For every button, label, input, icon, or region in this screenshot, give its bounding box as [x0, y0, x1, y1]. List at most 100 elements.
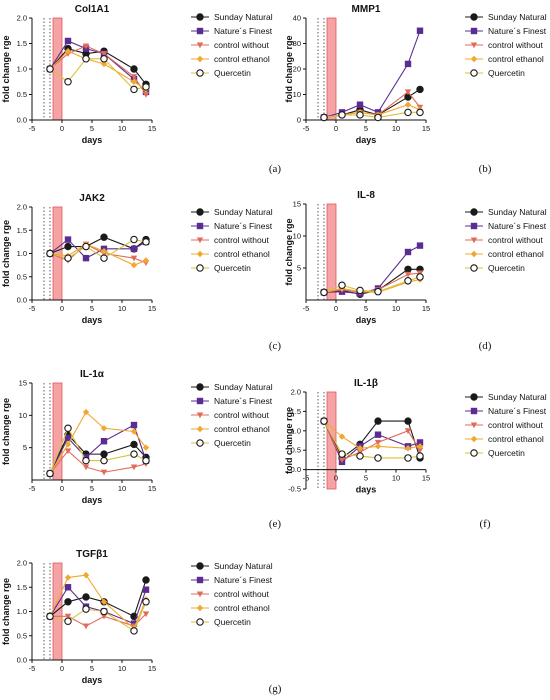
legend-marker	[196, 208, 204, 216]
x-axis-label: days	[356, 315, 377, 325]
legend-label: control ethanol	[214, 54, 270, 64]
data-point	[46, 612, 54, 621]
chart-panel: -5 0 5 10 15 0.0 0.5 1.0 1.5 2.0 Col1A1 days fold ch…	[1, 4, 281, 175]
legend-label: control without	[214, 235, 269, 245]
x-tick-label: -5	[303, 124, 310, 133]
treatment-shade	[326, 391, 337, 490]
y-tick-label: 0	[297, 116, 301, 125]
x-axis-label: days	[82, 675, 103, 685]
x-tick-label: 15	[148, 304, 156, 313]
legend-label: Nature´s Finest	[214, 575, 273, 585]
x-tick-label: 0	[334, 124, 338, 133]
data-point	[64, 448, 72, 455]
data-point	[46, 469, 54, 478]
legend-marker	[196, 576, 204, 584]
data-point	[374, 287, 382, 296]
legend-label: Nature´s Finest	[214, 26, 273, 36]
data-point	[100, 254, 108, 262]
data-point	[64, 242, 72, 251]
data-point	[82, 605, 90, 613]
y-tick-label: 10	[19, 411, 27, 420]
data-point	[416, 439, 424, 446]
legend-marker	[196, 412, 204, 419]
data-point	[130, 65, 138, 73]
data-point	[64, 613, 72, 620]
legend-marker	[470, 407, 478, 415]
legend-label: Nature´s Finest	[488, 406, 547, 416]
series-line	[49, 50, 147, 90]
data-point	[64, 47, 72, 55]
data-point	[374, 454, 382, 462]
legend-label: Sunday Natural	[214, 561, 273, 571]
data-point	[100, 607, 108, 616]
data-point	[416, 27, 424, 34]
data-point	[82, 571, 90, 579]
legend-label: Sunday Natural	[214, 207, 273, 217]
chart-title: MMP1	[352, 4, 381, 15]
data-point	[356, 445, 364, 452]
x-tick-label: -5	[29, 484, 36, 493]
legend-marker	[470, 393, 478, 401]
data-point	[64, 574, 72, 581]
y-tick-label: 1.5	[291, 407, 301, 416]
legend-label: control ethanol	[488, 54, 544, 64]
data-point	[356, 111, 364, 119]
x-tick-label: -5	[29, 304, 36, 313]
legend-marker	[470, 422, 478, 429]
data-point	[100, 247, 108, 255]
treatment-shade	[326, 17, 337, 121]
data-point	[356, 286, 364, 295]
legend-marker	[196, 562, 204, 570]
data-point	[320, 417, 328, 425]
data-point	[404, 60, 412, 68]
y-tick-label: -0.5	[288, 485, 301, 494]
data-point	[404, 108, 412, 117]
data-point	[130, 440, 138, 449]
data-point	[130, 74, 138, 80]
y-tick-label: 10	[293, 232, 301, 241]
data-point	[130, 627, 138, 635]
y-tick-label: 2.0	[17, 203, 27, 212]
y-tick-label: 0.0	[17, 656, 27, 665]
panel-caption: (c)	[269, 340, 282, 352]
x-tick-label: 5	[90, 484, 94, 493]
legend-label: Nature´s Finest	[488, 221, 547, 231]
y-axis-label: fold change rge	[1, 35, 11, 102]
legend-marker	[196, 618, 204, 626]
data-point	[82, 408, 90, 416]
legend-marker	[196, 42, 204, 49]
data-point	[142, 576, 150, 584]
x-tick-label: -5	[303, 304, 310, 313]
x-tick-label: 10	[392, 124, 400, 133]
legend-marker	[470, 208, 478, 216]
x-tick-label: 15	[422, 474, 430, 483]
legend-marker	[470, 13, 478, 21]
legend-marker	[470, 27, 478, 35]
legend-marker	[196, 264, 204, 272]
y-tick-label: 0.0	[17, 296, 27, 305]
chart-panel: -5 0 5 10 15 0.0 0.5 1.0 1.5 2.0 TGFβ1 days fold cha…	[1, 549, 282, 695]
data-point	[82, 623, 90, 630]
panel-caption: (d)	[479, 340, 492, 352]
treatment-shade	[52, 17, 63, 121]
data-point	[416, 108, 424, 117]
legend-label: Quercetin	[214, 617, 251, 627]
y-tick-label: 2.0	[291, 388, 301, 397]
legend-marker	[470, 435, 478, 443]
data-point	[142, 257, 150, 264]
legend-label: Nature´s Finest	[214, 221, 273, 231]
y-tick-label: 1.0	[17, 249, 27, 258]
y-tick-label: 0.5	[17, 631, 27, 640]
data-point	[64, 434, 72, 442]
legend-marker	[470, 222, 478, 230]
data-point	[100, 51, 108, 57]
x-tick-label: -5	[29, 664, 36, 673]
data-point	[142, 598, 150, 606]
data-point	[100, 55, 108, 63]
x-tick-label: 15	[148, 484, 156, 493]
chart-panel: -5 0 5 10 15 -0.5 0.0 0.5 1.0 1.5 2.0 IL-1β days fold…	[284, 378, 547, 530]
series-line	[49, 586, 147, 625]
series-line	[49, 574, 147, 630]
legend-label: Quercetin	[214, 263, 251, 273]
chart-title: IL-1α	[80, 369, 105, 380]
